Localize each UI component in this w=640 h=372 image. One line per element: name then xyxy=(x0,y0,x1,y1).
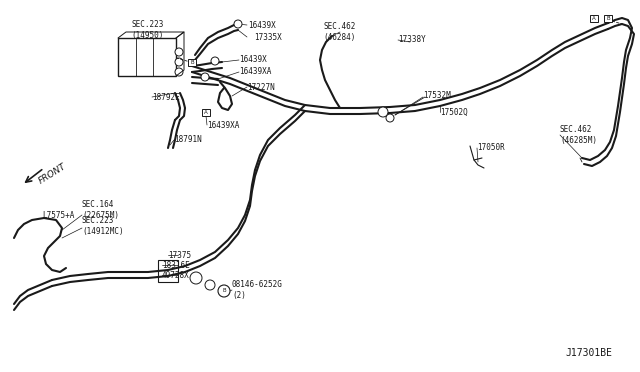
Bar xyxy=(118,38,176,76)
Circle shape xyxy=(201,73,209,81)
Circle shape xyxy=(190,272,202,284)
Text: 17502Q: 17502Q xyxy=(440,108,468,116)
Text: 17338Y: 17338Y xyxy=(398,35,426,45)
Text: 49728X: 49728X xyxy=(162,270,189,279)
Text: J17301BE: J17301BE xyxy=(565,348,612,358)
Text: SEC.164
(22675M): SEC.164 (22675M) xyxy=(82,200,119,220)
Circle shape xyxy=(175,58,183,66)
Text: B: B xyxy=(190,60,194,64)
Text: SEC.223
(14950): SEC.223 (14950) xyxy=(132,20,164,40)
Circle shape xyxy=(378,107,388,117)
Text: SEC.462
(46284): SEC.462 (46284) xyxy=(324,22,356,42)
Text: A: A xyxy=(592,16,596,20)
Circle shape xyxy=(218,285,230,297)
Text: 18791N: 18791N xyxy=(174,135,202,144)
Text: 17335X: 17335X xyxy=(254,33,282,42)
Text: 16439XA: 16439XA xyxy=(207,121,239,129)
Text: FRONT: FRONT xyxy=(36,162,67,186)
Text: 18316E: 18316E xyxy=(162,260,189,269)
Text: 16439XA: 16439XA xyxy=(239,67,271,77)
Circle shape xyxy=(175,48,183,56)
Text: 17375: 17375 xyxy=(168,250,191,260)
Bar xyxy=(158,260,178,282)
Text: 16439X: 16439X xyxy=(239,55,267,64)
Bar xyxy=(188,58,196,65)
Circle shape xyxy=(234,20,242,28)
Text: SEC.223
(14912MC): SEC.223 (14912MC) xyxy=(82,216,124,236)
Text: A: A xyxy=(204,109,208,115)
Text: 17227N: 17227N xyxy=(247,83,275,92)
Text: 17532M: 17532M xyxy=(423,92,451,100)
Text: B: B xyxy=(222,289,226,294)
Text: 18792E: 18792E xyxy=(152,93,180,103)
Text: 08146-6252G
(2): 08146-6252G (2) xyxy=(232,280,283,300)
Text: B: B xyxy=(606,16,610,20)
Circle shape xyxy=(175,68,183,76)
Bar xyxy=(604,15,612,22)
Bar xyxy=(590,15,598,22)
Bar xyxy=(202,109,210,115)
Circle shape xyxy=(386,114,394,122)
Circle shape xyxy=(205,280,215,290)
Text: L7575+A: L7575+A xyxy=(42,211,74,219)
Text: 16439X: 16439X xyxy=(248,20,276,29)
Circle shape xyxy=(211,57,219,65)
Text: SEC.462
(46285M): SEC.462 (46285M) xyxy=(560,125,597,145)
Text: 17050R: 17050R xyxy=(477,144,505,153)
